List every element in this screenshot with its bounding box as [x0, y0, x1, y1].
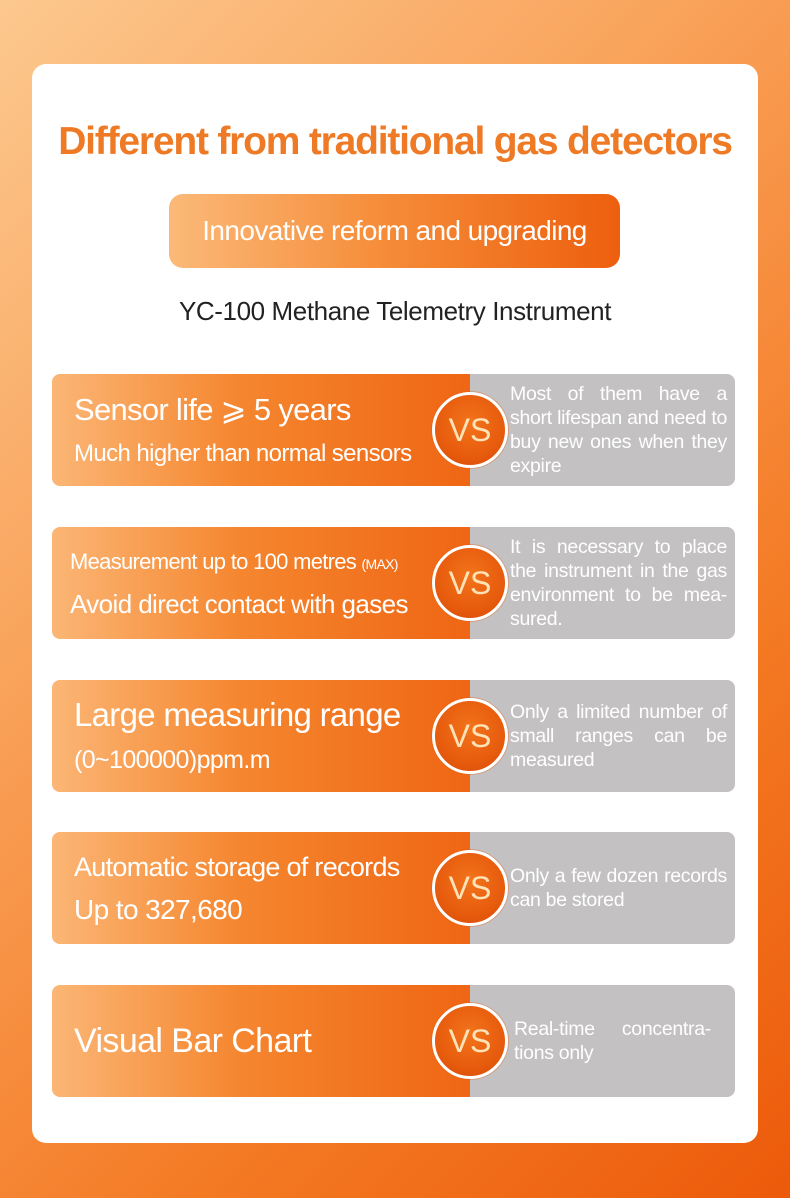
competitor-panel: Real-time concentra-tions only: [470, 985, 735, 1097]
competitor-text: Only a few dozen records can be stored: [510, 865, 727, 911]
comparison-row-measuring-range: Large measuring range (0~100000)ppm.m On…: [52, 680, 735, 792]
feature-detail: (0~100000)ppm.m: [74, 746, 271, 774]
comparison-row-record-storage: Automatic storage of records Up to 327,6…: [52, 832, 735, 944]
vs-badge: VS: [432, 850, 508, 926]
page-title: Different from traditional gas detectors: [58, 120, 733, 163]
competitor-text: Only a limited number of small ranges ca…: [510, 701, 727, 771]
upgrade-badge: Innovative reform and upgrading: [169, 194, 620, 268]
competitor-text: It is necessary to place the instrument …: [510, 536, 727, 630]
max-note: (MAX): [361, 556, 399, 572]
competitor-panel: Only a few dozen records can be stored: [470, 832, 735, 944]
content-card: Different from traditional gas detectors…: [32, 64, 758, 1143]
vs-badge: VS: [432, 698, 508, 774]
competitor-panel: Most of them have a short lifespan and n…: [470, 374, 735, 486]
upgrade-badge-label: Innovative reform and upgrading: [202, 215, 587, 246]
feature-panel: Measurement up to 100 metres (MAX) Avoid…: [52, 527, 470, 639]
feature-title: Automatic storage of records: [74, 852, 400, 882]
feature-title: Visual Bar Chart: [74, 1021, 312, 1060]
competitor-panel: Only a limited number of small ranges ca…: [470, 680, 735, 792]
feature-detail: Avoid direct contact with gases: [70, 589, 408, 619]
vs-badge: VS: [432, 545, 508, 621]
competitor-text: Real-time concentra-tions only: [514, 1018, 711, 1064]
feature-panel: Visual Bar Chart: [52, 985, 470, 1097]
vs-badge: VS: [432, 392, 508, 468]
feature-title: Sensor life ⩾ 5 years: [74, 392, 351, 427]
competitor-panel: It is necessary to place the instrument …: [470, 527, 735, 639]
vs-badge: VS: [432, 1003, 508, 1079]
feature-title: Large measuring range: [74, 696, 401, 733]
feature-panel: Automatic storage of records Up to 327,6…: [52, 832, 470, 944]
comparison-row-visual-chart: Visual Bar Chart Real-time concentra-tio…: [52, 985, 735, 1097]
feature-panel: Sensor life ⩾ 5 years Much higher than n…: [52, 374, 470, 486]
feature-detail: Much higher than normal sensors: [74, 440, 412, 467]
feature-detail: Up to 327,680: [74, 894, 243, 925]
product-name: YC-100 Methane Telemetry Instrument: [178, 296, 612, 326]
competitor-text: Most of them have a short lifespan and n…: [510, 383, 727, 477]
feature-title-text: Measurement up to 100 metres: [70, 549, 362, 574]
comparison-row-measurement-distance: Measurement up to 100 metres (MAX) Avoid…: [52, 527, 735, 639]
feature-title: Measurement up to 100 metres (MAX): [70, 549, 398, 575]
comparison-row-sensor-life: Sensor life ⩾ 5 years Much higher than n…: [52, 374, 735, 486]
feature-panel: Large measuring range (0~100000)ppm.m: [52, 680, 470, 792]
